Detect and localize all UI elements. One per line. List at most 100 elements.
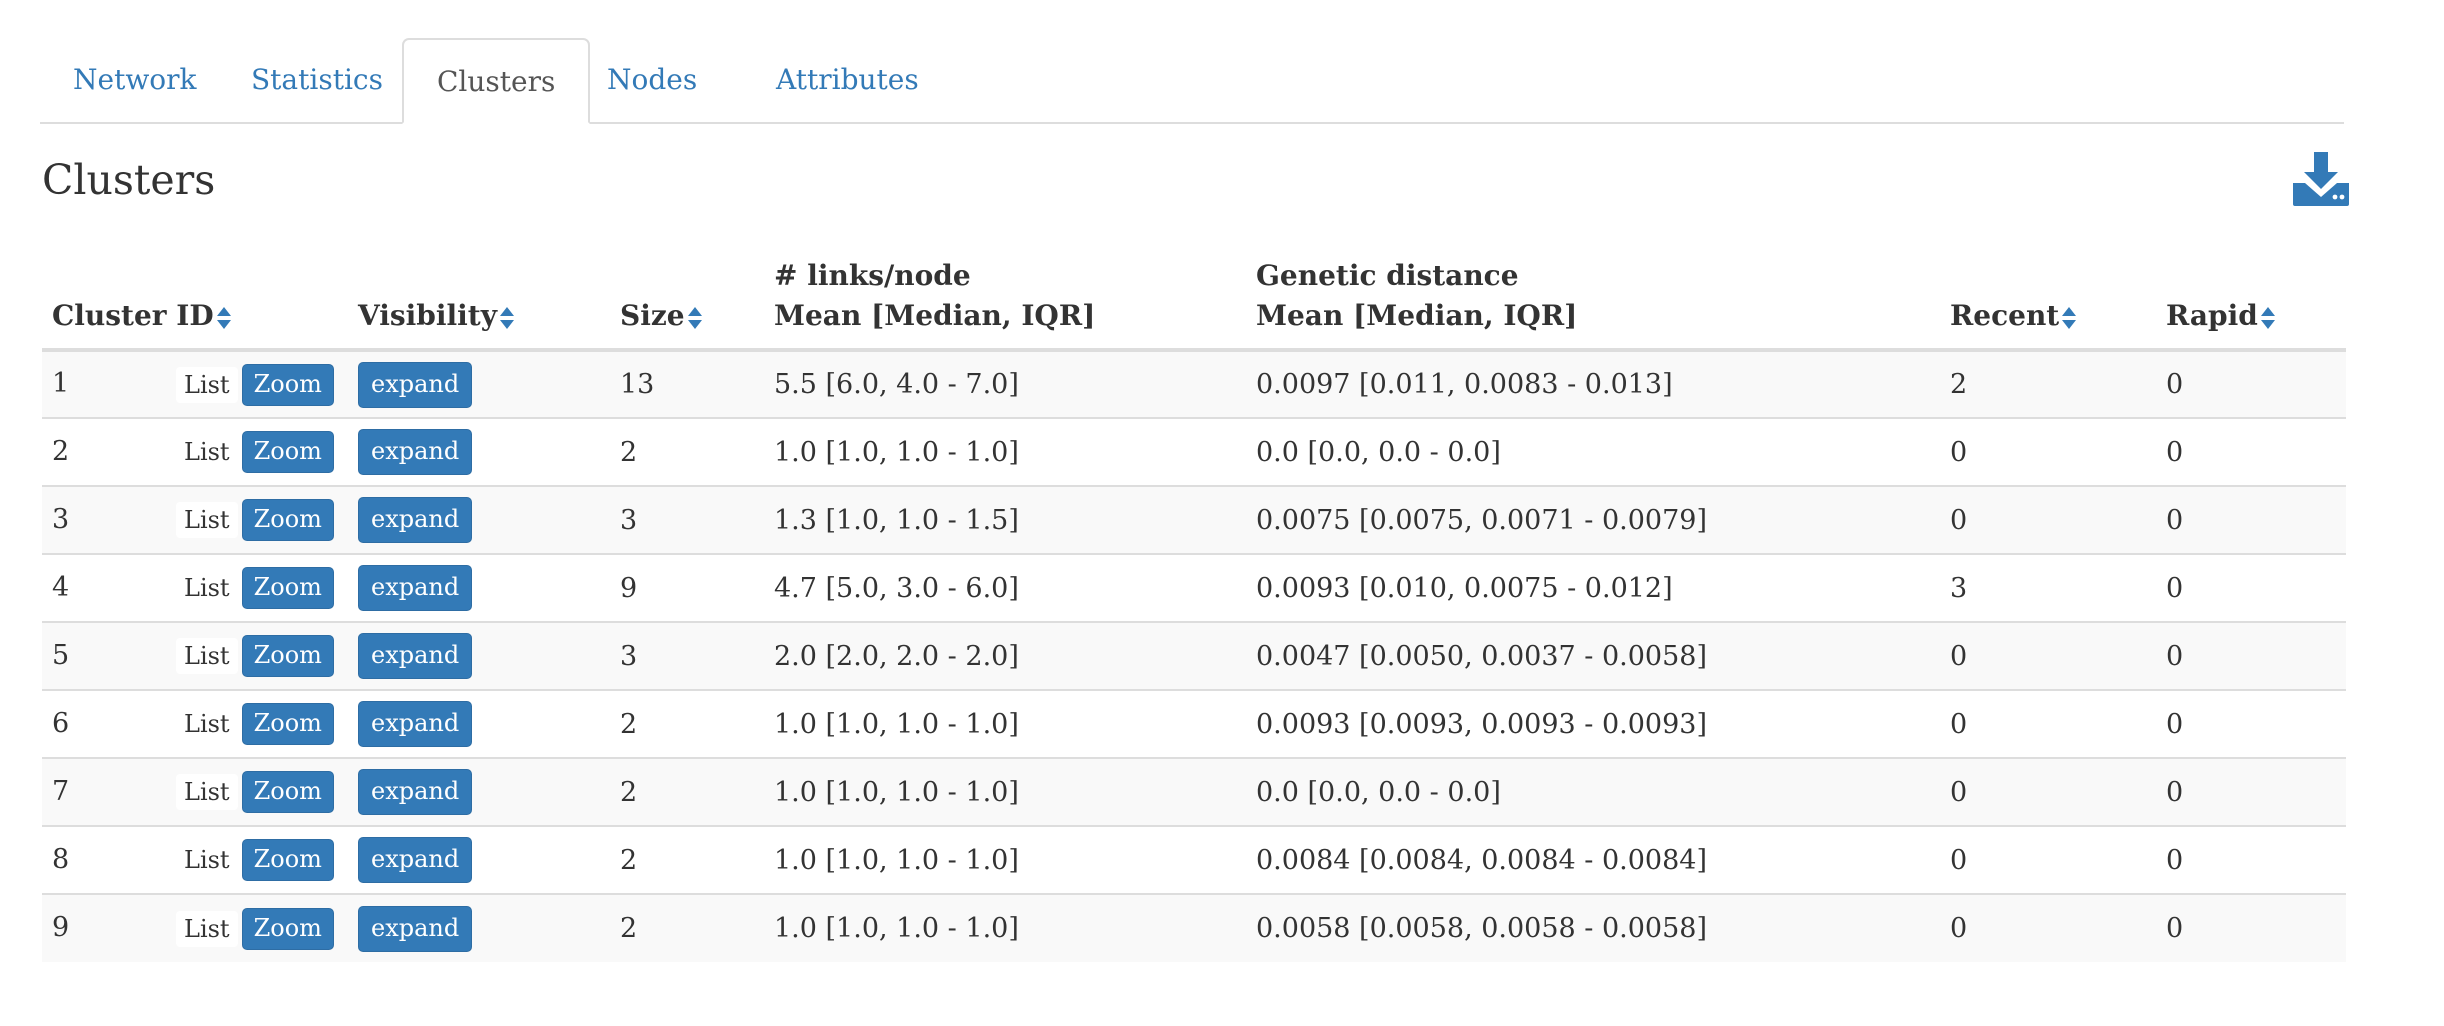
links-cell: 1.0 [1.0, 1.0 - 1.0] (764, 893, 1246, 962)
list-button[interactable]: List (176, 434, 238, 470)
table-row: 8 List Zoom expand 2 1.0 [1.0, 1.0 - 1.0] … (42, 825, 2346, 894)
list-button[interactable]: List (176, 638, 238, 674)
size-cell: 9 (610, 553, 764, 622)
visibility-cell: expand (348, 825, 610, 894)
links-cell: 1.0 [1.0, 1.0 - 1.0] (764, 825, 1246, 894)
list-button[interactable]: List (176, 842, 238, 878)
visibility-cell: expand (348, 485, 610, 554)
cluster-id-cell: 7 List Zoom (42, 757, 348, 826)
zoom-button[interactable]: Zoom (241, 431, 334, 473)
header-recent[interactable]: Recent (1940, 256, 2156, 352)
table-row: 6 List Zoom expand 2 1.0 [1.0, 1.0 - 1.0] … (42, 689, 2346, 758)
cluster-id-cell: 8 List Zoom (42, 825, 348, 894)
cluster-id: 1 (52, 368, 70, 399)
genetic-distance-cell: 0.0097 [0.011, 0.0083 - 0.013] (1246, 349, 1940, 418)
header-rapid[interactable]: Rapid (2156, 256, 2346, 352)
genetic-distance-cell: 0.0 [0.0, 0.0 - 0.0] (1246, 417, 1940, 486)
expand-button[interactable]: expand (358, 429, 473, 475)
header-genetic-distance: Genetic distance Mean [Median, IQR] (1246, 256, 1940, 352)
rapid-cell: 0 (2156, 553, 2346, 622)
size-cell: 2 (610, 689, 764, 758)
list-button[interactable]: List (176, 910, 238, 947)
cluster-id-cell: 1 List Zoom (42, 349, 348, 418)
table-row: 1 List Zoom expand 13 5.5 [6.0, 4.0 - 7.0]… (42, 349, 2346, 418)
list-button[interactable]: List (176, 706, 238, 742)
clusters-table: Cluster ID Visibility Size # links/node … (42, 256, 2346, 962)
links-cell: 2.0 [2.0, 2.0 - 2.0] (764, 621, 1246, 690)
page-title: Clusters (42, 156, 216, 204)
genetic-distance-cell: 0.0058 [0.0058, 0.0058 - 0.0058] (1246, 893, 1940, 962)
zoom-button[interactable]: Zoom (241, 363, 334, 406)
size-cell: 2 (610, 757, 764, 826)
sort-icon[interactable] (499, 305, 515, 331)
rapid-cell: 0 (2156, 825, 2346, 894)
tab-statistics[interactable]: Statistics (251, 63, 383, 96)
visibility-cell: expand (348, 689, 610, 758)
zoom-button[interactable]: Zoom (241, 771, 334, 813)
rapid-cell: 0 (2156, 485, 2346, 554)
download-icon[interactable] (2293, 150, 2349, 206)
size-cell: 3 (610, 621, 764, 690)
size-cell: 2 (610, 417, 764, 486)
recent-cell: 0 (1940, 757, 2156, 826)
header-visibility-label: Visibility (358, 299, 497, 332)
zoom-button[interactable]: Zoom (241, 499, 334, 541)
tab-clusters[interactable]: Clusters (402, 38, 591, 124)
size-cell: 3 (610, 485, 764, 554)
zoom-button[interactable]: Zoom (241, 635, 334, 677)
rapid-cell: 0 (2156, 349, 2346, 418)
sort-icon[interactable] (687, 305, 703, 331)
expand-button[interactable]: expand (358, 701, 473, 747)
links-cell: 5.5 [6.0, 4.0 - 7.0] (764, 349, 1246, 418)
tab-nodes[interactable]: Nodes (607, 63, 698, 96)
header-links-per-node: # links/node Mean [Median, IQR] (764, 256, 1246, 352)
tab-attributes[interactable]: Attributes (776, 63, 919, 96)
clusters-table-body: 1 List Zoom expand 13 5.5 [6.0, 4.0 - 7.0]… (42, 349, 2346, 962)
links-cell: 4.7 [5.0, 3.0 - 6.0] (764, 553, 1246, 622)
tab-network[interactable]: Network (73, 63, 197, 96)
expand-button[interactable]: expand (358, 837, 473, 883)
list-button[interactable]: List (176, 570, 238, 606)
zoom-button[interactable]: Zoom (241, 567, 334, 609)
sort-icon[interactable] (2061, 305, 2077, 331)
rapid-cell: 0 (2156, 893, 2346, 962)
sort-icon[interactable] (216, 305, 232, 331)
expand-button[interactable]: expand (358, 769, 473, 815)
cluster-id: 5 (52, 639, 70, 671)
table-row: 2 List Zoom expand 2 1.0 [1.0, 1.0 - 1.0] … (42, 417, 2346, 486)
list-button[interactable]: List (176, 774, 238, 810)
header-cluster-id[interactable]: Cluster ID (42, 256, 348, 352)
zoom-button[interactable]: Zoom (241, 907, 334, 950)
recent-cell: 0 (1940, 485, 2156, 554)
genetic-distance-cell: 0.0047 [0.0050, 0.0037 - 0.0058] (1246, 621, 1940, 690)
zoom-button[interactable]: Zoom (241, 703, 334, 745)
header-size[interactable]: Size (610, 256, 764, 352)
recent-cell: 0 (1940, 689, 2156, 758)
cluster-id: 6 (52, 707, 70, 739)
header-rapid-label: Rapid (2166, 299, 2258, 332)
size-cell: 13 (610, 349, 764, 418)
expand-button[interactable]: expand (358, 633, 473, 679)
recent-cell: 0 (1940, 893, 2156, 962)
visibility-cell: expand (348, 349, 610, 418)
rapid-cell: 0 (2156, 417, 2346, 486)
sort-icon[interactable] (2260, 305, 2276, 331)
rapid-cell: 0 (2156, 689, 2346, 758)
list-button[interactable]: List (176, 502, 238, 538)
expand-button[interactable]: expand (358, 361, 473, 408)
expand-button[interactable]: expand (358, 497, 473, 543)
cluster-id-cell: 3 List Zoom (42, 485, 348, 554)
recent-cell: 2 (1940, 349, 2156, 418)
list-button[interactable]: List (176, 366, 238, 403)
cluster-id-cell: 5 List Zoom (42, 621, 348, 690)
genetic-distance-cell: 0.0075 [0.0075, 0.0071 - 0.0079] (1246, 485, 1940, 554)
header-visibility[interactable]: Visibility (348, 256, 610, 352)
expand-button[interactable]: expand (358, 905, 473, 952)
visibility-cell: expand (348, 553, 610, 622)
header-cluster-id-label: Cluster ID (52, 299, 214, 332)
table-row: 7 List Zoom expand 2 1.0 [1.0, 1.0 - 1.0] … (42, 757, 2346, 826)
zoom-button[interactable]: Zoom (241, 839, 334, 881)
recent-cell: 0 (1940, 621, 2156, 690)
recent-cell: 0 (1940, 417, 2156, 486)
expand-button[interactable]: expand (358, 565, 473, 611)
